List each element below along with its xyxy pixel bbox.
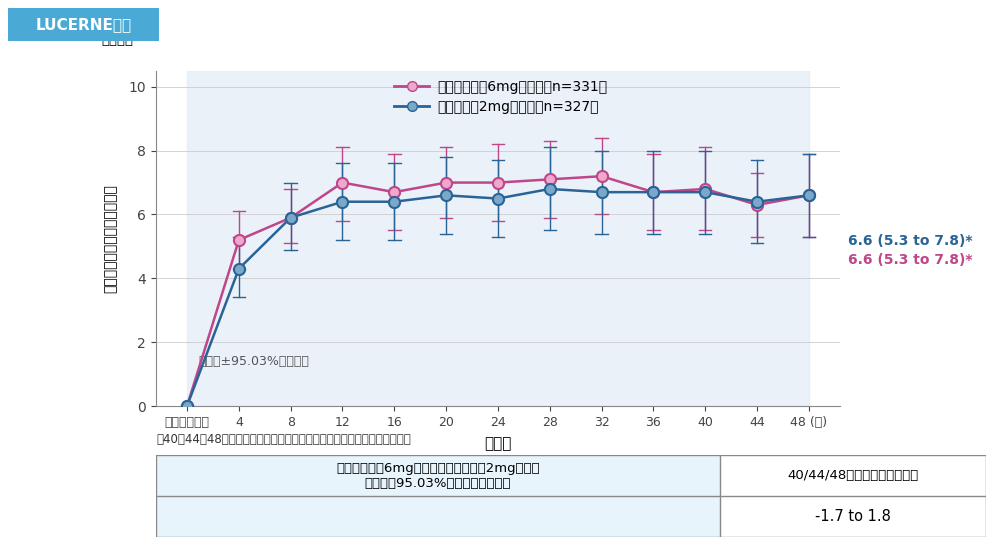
Y-axis label: 最高矯正視力文字数の変化量: 最高矯正視力文字数の変化量 — [104, 184, 118, 293]
Text: ファリシマブ6mg投与群－アイリーア2mg投与群
群間差の95.03%信頼区間（文字）: ファリシマブ6mg投与群－アイリーア2mg投与群 群間差の95.03%信頼区間（… — [336, 462, 540, 489]
Text: 平均値±95.03%信頼区間: 平均値±95.03%信頼区間 — [198, 355, 309, 367]
Text: LUCERNE試験: LUCERNE試験 — [35, 17, 132, 32]
Text: 6.6 (5.3 to 7.8)*: 6.6 (5.3 to 7.8)* — [848, 234, 973, 248]
Legend: ファリシマブ6mg投与群（n=331）, アイリーア2mg投与群（n=327）: ファリシマブ6mg投与群（n=331）, アイリーア2mg投与群（n=327） — [388, 75, 613, 119]
Text: 40/44/48週（変化量平均値）: 40/44/48週（変化量平均値） — [788, 469, 918, 482]
Text: ＊40、44、48週の最高矯正視力文字数のベースラインからの変化量平均値: ＊40、44、48週の最高矯正視力文字数のベースラインからの変化量平均値 — [156, 433, 410, 446]
FancyBboxPatch shape — [0, 5, 171, 44]
Bar — [720, 455, 986, 537]
Text: -1.7 to 1.8: -1.7 to 1.8 — [815, 509, 891, 524]
Text: （文字）: （文字） — [102, 34, 133, 47]
Text: 6.6 (5.3 to 7.8)*: 6.6 (5.3 to 7.8)* — [848, 253, 973, 267]
X-axis label: 期　間: 期 間 — [484, 435, 512, 451]
Bar — [156, 455, 720, 537]
